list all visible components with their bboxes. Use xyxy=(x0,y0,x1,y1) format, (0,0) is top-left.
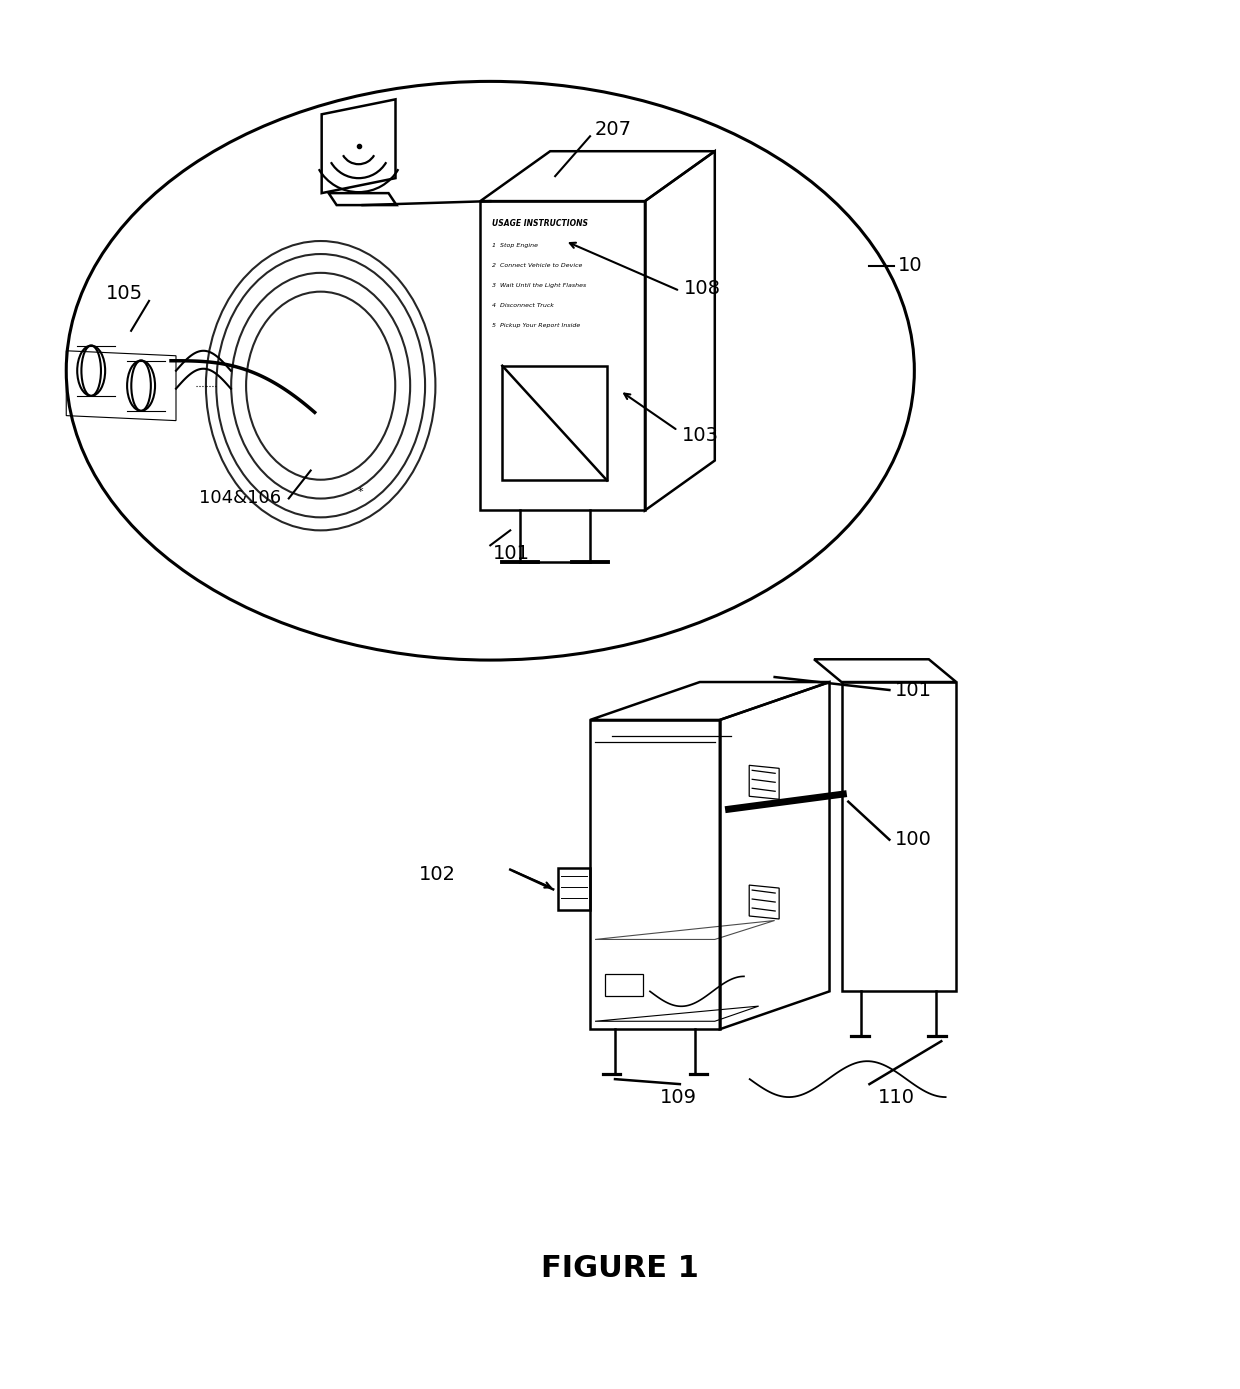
Text: 5  Pickup Your Report Inside: 5 Pickup Your Report Inside xyxy=(492,322,580,328)
Text: 103: 103 xyxy=(682,426,719,444)
Text: 110: 110 xyxy=(878,1088,914,1107)
Text: 4  Disconnect Truck: 4 Disconnect Truck xyxy=(492,303,554,308)
Text: *: * xyxy=(358,488,363,497)
Text: USAGE INSTRUCTIONS: USAGE INSTRUCTIONS xyxy=(492,219,588,228)
Text: 100: 100 xyxy=(894,831,931,849)
Text: 207: 207 xyxy=(595,119,632,139)
Text: 104&106: 104&106 xyxy=(198,489,281,507)
Text: 102: 102 xyxy=(418,865,455,883)
Text: 109: 109 xyxy=(660,1088,697,1107)
Text: 10: 10 xyxy=(898,257,923,275)
Text: 3  Wait Until the Light Flashes: 3 Wait Until the Light Flashes xyxy=(492,283,587,288)
Text: 101: 101 xyxy=(894,681,931,700)
Text: 105: 105 xyxy=(107,285,144,303)
Text: 1  Stop Engine: 1 Stop Engine xyxy=(492,243,538,249)
Text: 101: 101 xyxy=(494,544,531,563)
Text: 108: 108 xyxy=(683,279,720,299)
Text: 2  Connect Vehicle to Device: 2 Connect Vehicle to Device xyxy=(492,263,583,268)
Text: FIGURE 1: FIGURE 1 xyxy=(541,1254,699,1283)
